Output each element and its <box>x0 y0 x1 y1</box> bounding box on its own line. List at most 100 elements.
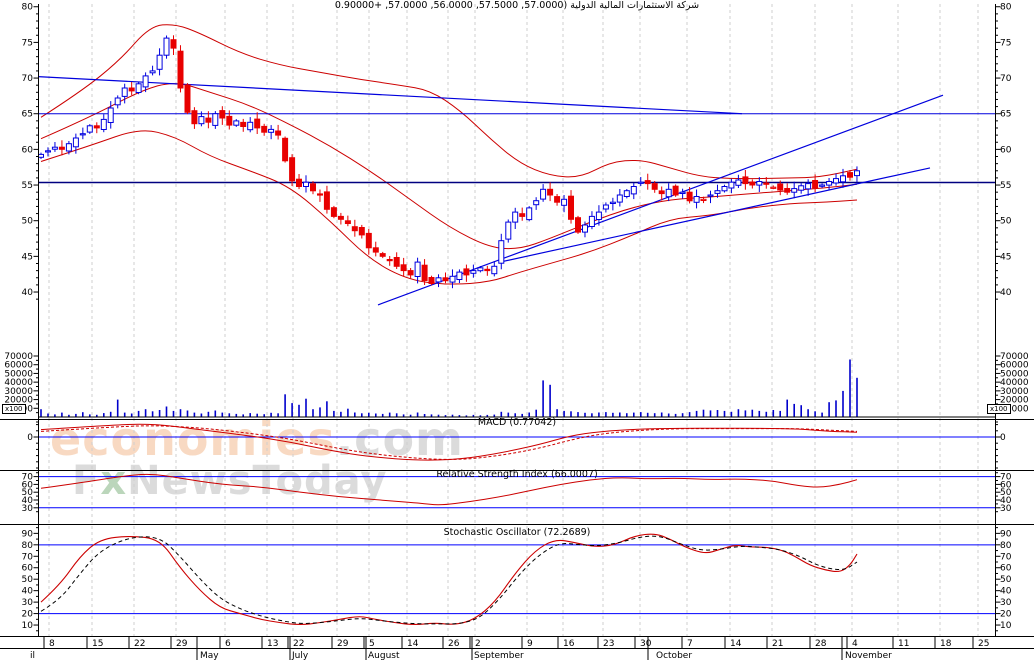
day-tick-label: 5 <box>369 639 375 649</box>
day-tick-label: 23 <box>603 639 614 649</box>
axis-label: 50000 <box>1000 369 1029 379</box>
month-label: July <box>291 651 309 660</box>
day-tick-label: 25 <box>978 639 989 649</box>
axis-label: 40 <box>1000 288 1012 298</box>
axis-label: 80 <box>1000 541 1012 551</box>
stochastic-k-line <box>40 533 858 625</box>
axis-label: 90 <box>1000 529 1012 539</box>
axis-label: 30 <box>1000 598 1012 608</box>
axis-label: 70000 <box>1000 352 1029 362</box>
day-tick-label: 29 <box>176 639 188 649</box>
rising-trendline-short <box>499 167 931 263</box>
axis-label: 40 <box>1000 587 1012 597</box>
axis-label: 70 <box>1000 473 1012 483</box>
fxnewstoday-watermark: FxNewsToday <box>72 458 387 504</box>
pane-boundaries <box>0 419 1034 649</box>
day-tick-label: 22 <box>134 639 145 649</box>
axis-label: 50 <box>22 575 34 585</box>
axis-label: 45 <box>22 252 33 262</box>
day-tick-label: 7 <box>687 639 693 649</box>
day-tick-label: 2 <box>475 639 481 649</box>
axis-label: 30 <box>1000 504 1012 514</box>
macd-signal-line <box>40 425 858 460</box>
axis-label: 10 <box>1000 621 1012 631</box>
indicator-lines <box>40 423 858 625</box>
declining-resistance <box>37 76 743 115</box>
axis-label: 40000 <box>1000 378 1029 388</box>
threshold-lines <box>38 436 996 615</box>
rising-trendline-long <box>377 94 944 306</box>
day-tick-label: 21 <box>772 639 783 649</box>
candlesticks <box>38 35 860 289</box>
day-tick-label: 26 <box>448 639 460 649</box>
axis-label: 55 <box>1000 181 1011 191</box>
axis-label: 60 <box>22 145 34 155</box>
stochastic-pane-label: Stochastic Oscillator (72.2689) <box>443 527 591 538</box>
axis-label: 30000 <box>4 387 33 397</box>
day-tick-label: 16 <box>563 639 575 649</box>
axis-label: 20 <box>1000 610 1012 620</box>
axis-label: 75 <box>1000 38 1011 48</box>
rsi-line <box>40 473 858 506</box>
axis-label: 50000 <box>4 369 33 379</box>
axis-label: 70 <box>1000 552 1012 562</box>
axis-label: 40 <box>22 496 34 506</box>
axis-label: 20000 <box>4 396 33 406</box>
axis-label: 50 <box>22 217 34 227</box>
day-tick-label: 22 <box>293 639 304 649</box>
volume-multiplier-right: x100 <box>987 404 1011 414</box>
axis-label: 75 <box>22 38 33 48</box>
axis-label: 50 <box>1000 488 1012 498</box>
axis-label: 55 <box>22 181 33 191</box>
day-tick-label: 29 <box>337 639 349 649</box>
axis-label: 70000 <box>4 352 33 362</box>
axis-label: 40 <box>22 288 34 298</box>
day-tick-label: 14 <box>407 639 419 649</box>
axis-label: 0 <box>1000 433 1006 443</box>
axis-label: 40 <box>22 587 34 597</box>
axis-label: 20000 <box>1000 396 1029 406</box>
month-label: September <box>474 651 524 660</box>
day-tick-label: 6 <box>225 639 231 649</box>
stochastic-d-line <box>40 535 858 625</box>
month-label: il <box>30 651 35 660</box>
day-tick-label: 28 <box>815 639 827 649</box>
day-tick-label: 15 <box>92 639 103 649</box>
day-tick-label: 8 <box>49 639 55 649</box>
chart-title-ohlc: شركة الاستثمارات المالية الدولية (57.000… <box>334 0 700 11</box>
axis-label: 10 <box>22 621 34 631</box>
month-label: October <box>656 651 692 660</box>
axis-label: 50 <box>1000 575 1012 585</box>
axis-label: 80 <box>22 3 34 13</box>
axis-label: 45 <box>1000 252 1011 262</box>
axis-label: 20 <box>22 610 34 620</box>
axis-label: 90 <box>22 529 34 539</box>
axis-label: 30 <box>22 598 34 608</box>
volume-multiplier-left: x100 <box>2 404 26 414</box>
watermark-newstoday: NewsToday <box>127 458 388 504</box>
axis-label: 60 <box>1000 145 1012 155</box>
axis-label: 60000 <box>4 361 33 371</box>
volume-bars <box>38 359 996 418</box>
axis-label: 80 <box>22 541 34 551</box>
month-label: August <box>368 651 400 660</box>
axis-label: 70 <box>22 552 34 562</box>
axis-label: 70 <box>22 74 34 84</box>
month-label: November <box>845 651 892 660</box>
day-tick-label: 30 <box>640 639 652 649</box>
axis-label: 30 <box>22 504 34 514</box>
bollinger-bands <box>40 24 858 285</box>
axis-label: 50 <box>1000 217 1012 227</box>
axis-label: 40 <box>1000 496 1012 506</box>
day-tick-label: 4 <box>852 639 858 649</box>
axis-label: 0 <box>27 433 33 443</box>
day-tick-label: 9 <box>527 639 533 649</box>
axis-label: 60000 <box>1000 361 1029 371</box>
day-tick-label: 13 <box>267 639 278 649</box>
axis-label: 70 <box>1000 74 1012 84</box>
rsi-pane-label: Relative Strength Index (66.0007) <box>436 469 598 480</box>
axis-label: 65 <box>22 110 33 120</box>
